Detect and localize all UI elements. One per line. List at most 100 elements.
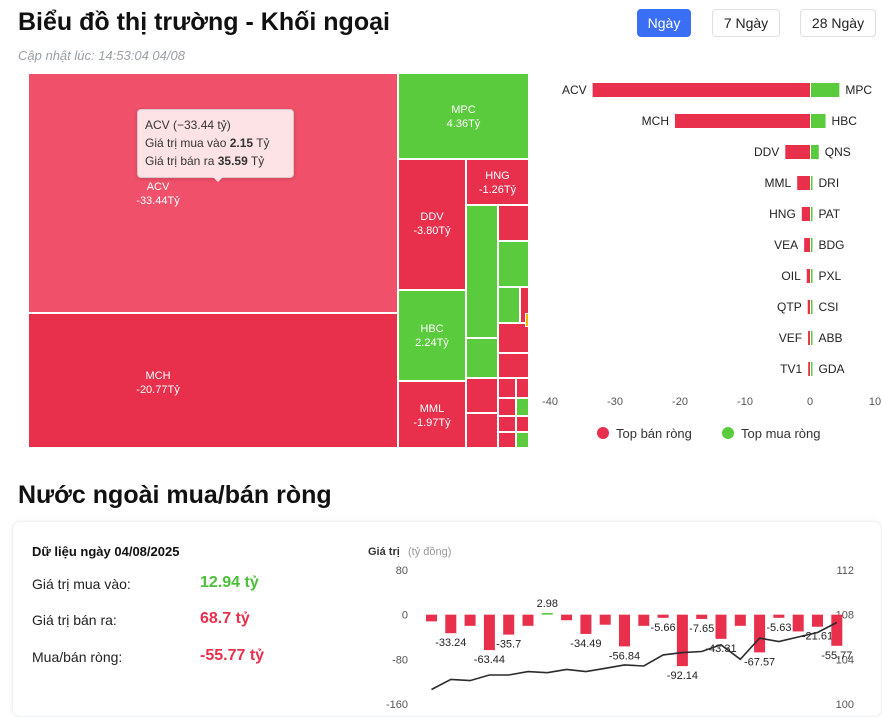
buy-code-label: HBC [832,114,858,128]
treemap-tile-small[interactable] [516,378,529,398]
treemap-tile-small[interactable] [498,323,529,353]
treemap-tile-small[interactable] [498,353,529,378]
buy-bar [811,238,813,252]
buy-code-label: MPC [845,83,872,97]
sell-code-label: VEA [774,238,798,252]
net-bar [522,614,534,626]
treemap-tile-small[interactable] [498,378,516,398]
buy-code-label: PAT [819,207,841,221]
treemap-tile-small[interactable] [498,398,516,416]
tooltip-arrow [212,176,224,182]
net-bar [773,614,785,618]
net-bar-label: -33.24 [435,637,466,649]
treemap-tile-ddv[interactable]: DDV -3.80Tỷ [398,159,466,290]
treemap-tile-small[interactable] [520,287,529,323]
tooltip-sell-unit: Tỷ [250,154,265,168]
buy-bar [811,114,826,128]
treemap-tile-mch[interactable]: MCH -20.77Tỷ [28,313,398,448]
treemap-tile-mml[interactable]: MML -1.97Tỷ [398,381,466,448]
y2-tick-label: 100 [836,699,854,711]
buy-code-label: GDA [819,362,845,376]
legend-buy-label: Top mua ròng [741,426,821,441]
net-bar-label: -63.44 [474,654,505,666]
net-bar-label: -7.65 [689,623,714,635]
tab-7-days[interactable]: 7 Ngày [712,9,780,37]
net-bar [638,614,650,626]
buy-bar [811,300,813,314]
treemap-tile-small[interactable] [498,205,529,241]
net-bar [503,614,515,635]
sell-code-label: DDV [754,145,779,159]
sell-bar [804,238,810,252]
y2-tick-label: 112 [836,565,854,577]
buy-bar [811,176,813,190]
legend-sell-label: Top bán ròng [616,426,692,441]
net-value: -55.77 tỷ [200,647,265,664]
sell-code-label: QTP [777,300,802,314]
net-bar-label: -67.57 [744,656,775,668]
buy-bar [811,362,813,376]
page-title: Biểu đồ thị trường - Khối ngoại [18,8,390,36]
legend-sell-dot [597,427,609,439]
net-bar [619,614,630,647]
legend-buy-dot [722,427,734,439]
net-bar [599,614,611,625]
treemap-tile-small[interactable] [516,416,529,432]
y-axis-unit: (tỷ đồng) [408,546,451,558]
x-tick-label: 0 [807,396,813,408]
net-bar-label: -56.84 [609,650,640,662]
treemap-tile-small[interactable] [498,241,529,287]
tile-label: HBC [420,323,444,335]
y-axis-label: Giá trị [368,546,400,558]
buy-code-label: ABB [819,331,843,345]
net-bar [696,614,708,619]
sell-bar [592,83,810,97]
treemap-tile-mpc[interactable]: MPC 4.36Tỷ [398,73,529,159]
sell-code-label: MML [765,176,792,190]
tab-day[interactable]: Ngày [637,9,691,37]
x-tick-label: -40 [542,396,558,408]
treemap-tile-small[interactable] [516,398,529,416]
treemap-tile-small[interactable] [466,378,498,413]
treemap-tile-small[interactable] [516,432,529,448]
sell-value: 68.7 tỷ [200,610,250,627]
treemap-tile-small[interactable] [498,287,520,323]
sell-bar [797,176,810,190]
buy-bar [811,269,813,283]
y-tick-label: 80 [396,565,408,577]
net-bar [541,613,553,615]
treemap-tile-small[interactable] [498,432,516,448]
sell-bar [674,114,810,128]
net-bar-label: -5.63 [766,622,791,634]
treemap-tile-hng[interactable]: HNG -1.26Tỷ [466,159,529,205]
treemap-tile-small[interactable] [498,416,516,432]
sell-code-label: ACV [562,83,587,97]
tile-value: 4.36Tỷ [446,118,481,130]
net-bar [792,614,804,632]
sell-code-label: OIL [781,269,801,283]
tile-value: -20.77Tỷ [136,384,180,396]
treemap-tile-hbc[interactable]: HBC 2.24Tỷ [398,290,466,381]
tab-28-days[interactable]: 28 Ngày [800,9,876,37]
net-bar [464,614,476,626]
data-date: Dữ liệu ngày 04/08/2025 [32,544,180,559]
buy-code-label: QNS [825,145,851,159]
treemap-tile-small[interactable] [466,413,498,448]
net-bar-label: 2.98 [537,598,558,610]
net-bar [657,614,669,618]
index-line [431,621,838,691]
net-bar [754,614,766,653]
tooltip-sell-label: Giá trị bán ra [145,154,215,168]
net-flow-chart: Giá trị (tỷ đồng)800-80-160112108104100-3… [368,546,854,711]
tooltip-buy-row: Giá trị mua vào 2.15 Tỷ [145,134,286,152]
tile-label: MCH [145,370,171,382]
x-tick-label: 10 [869,396,881,408]
treemap-tile-small[interactable] [525,313,529,327]
net-bar [426,614,437,622]
treemap-tile-small[interactable] [466,205,498,338]
net-bar [715,614,727,639]
net-bar [445,614,457,634]
treemap-tile-small[interactable] [466,338,498,378]
tile-label: DDV [420,211,444,223]
tooltip-buy-value: 2.15 [229,136,254,150]
